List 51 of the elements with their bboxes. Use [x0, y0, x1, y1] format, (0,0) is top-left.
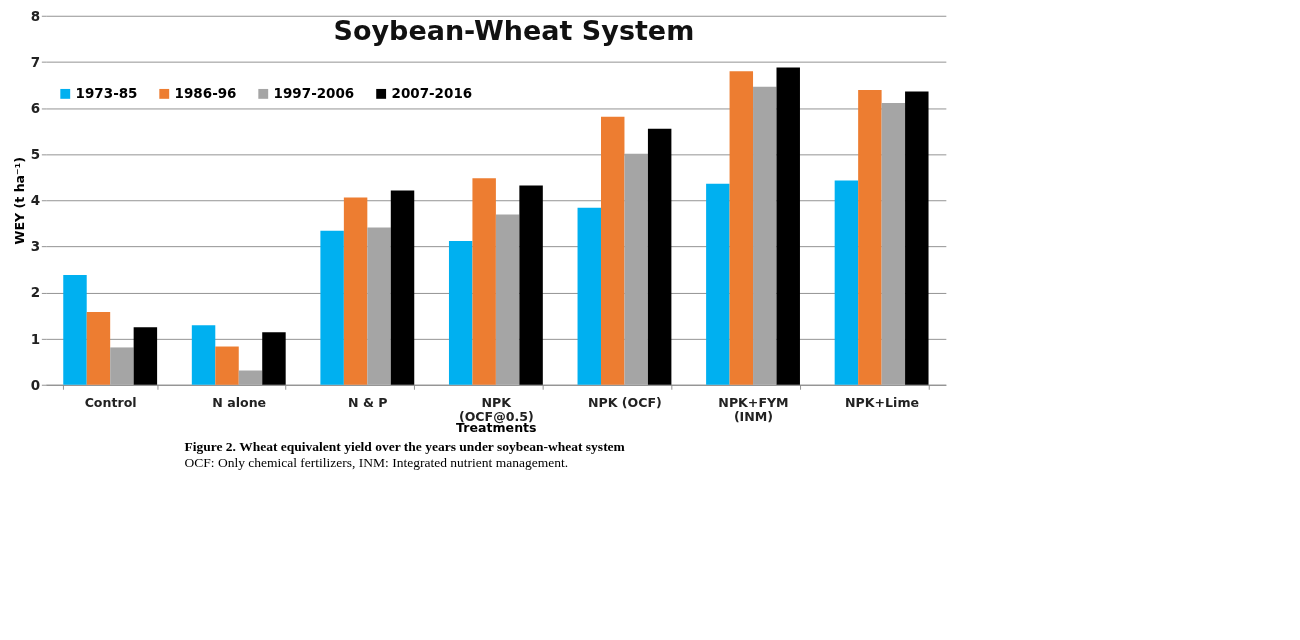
- bar: [577, 208, 601, 386]
- x-tick-label: N alone: [212, 395, 267, 411]
- bar: [858, 90, 882, 386]
- y-tick-label: 6: [30, 100, 41, 117]
- text: OCF: Only chemical fertilizers, INM: Integrated nutrient management.: [184, 455, 569, 472]
- bar: [601, 117, 625, 386]
- bar: [753, 87, 777, 386]
- y-axis-title: WEY (t ha⁻¹): [12, 157, 28, 245]
- bar: [390, 191, 415, 386]
- legend-label: 2007-2016: [391, 85, 473, 102]
- bar: [343, 197, 368, 386]
- y-tick-label: 1: [30, 331, 41, 348]
- bar: [834, 180, 859, 386]
- y-tick-label: 8: [30, 8, 41, 25]
- bar: [905, 91, 929, 386]
- bar: [448, 241, 473, 386]
- y-tick-label: 7: [30, 54, 41, 71]
- bar: [647, 129, 672, 386]
- x-tick-label: NPK (OCF): [587, 395, 662, 411]
- bar: [706, 184, 730, 386]
- bar: [86, 312, 111, 386]
- bar: [110, 347, 134, 386]
- bar: [238, 370, 263, 386]
- x-tick-label: NPK+Lime: [845, 395, 920, 411]
- legend-label: 1986-96: [174, 85, 237, 102]
- bar: [191, 325, 216, 386]
- y-tick-label: 4: [30, 192, 41, 209]
- bar: [624, 154, 648, 386]
- bar: [881, 103, 906, 386]
- bar: [133, 327, 158, 386]
- x-tick-label: Control: [84, 395, 137, 411]
- bar: [63, 275, 87, 386]
- chart-title: Soybean-Wheat System: [333, 15, 695, 47]
- x-tick-label: NPK+FYM (INM): [718, 395, 789, 425]
- caption: Figure 2. Wheat equivalent yield over the years under soybean-wheat system: [184, 439, 626, 456]
- bar: [215, 346, 239, 386]
- legend-label: 1997-2006: [273, 85, 355, 102]
- bar: [262, 332, 286, 386]
- bar: [495, 214, 520, 386]
- y-tick-label: 3: [30, 238, 41, 255]
- x-tick-label: N & P: [348, 395, 388, 411]
- bar: [472, 178, 496, 386]
- bar: [776, 67, 800, 386]
- y-tick-label: 5: [30, 146, 41, 163]
- y-tick-label: 2: [30, 284, 41, 301]
- y-tick-label: 0: [30, 377, 41, 394]
- bar: [367, 227, 391, 386]
- bar: [519, 185, 543, 386]
- legend-label: 1973-85: [75, 85, 138, 102]
- bar: [320, 231, 344, 386]
- bar: [729, 71, 754, 386]
